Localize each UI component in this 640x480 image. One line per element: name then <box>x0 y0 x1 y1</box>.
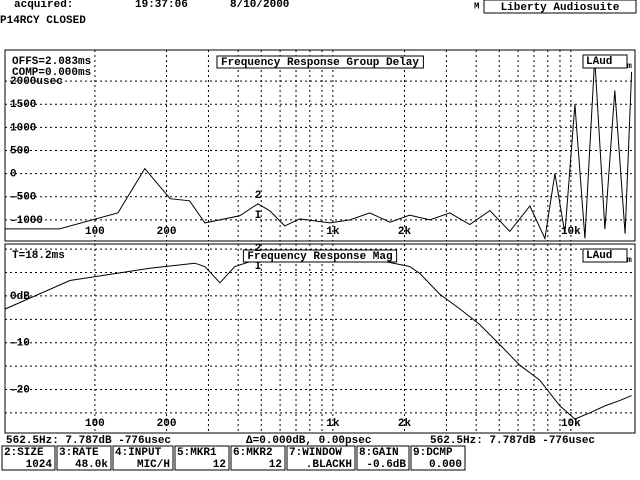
corner-sub: m <box>627 62 632 71</box>
x-tick-label: 100 <box>85 418 105 430</box>
marker: 2 <box>255 243 262 255</box>
function-key-name: 9:DCMP <box>413 447 453 459</box>
plot-frame <box>4 49 636 242</box>
title-box <box>242 249 398 263</box>
annotation: COMP=0.000ms <box>12 67 91 79</box>
trace <box>5 57 633 241</box>
function-key-value: 48.0k <box>75 459 108 471</box>
function-key-value: 12 <box>213 459 226 471</box>
function-key-value: MIC/H <box>137 459 170 471</box>
x-tick-label: 1k <box>326 418 340 430</box>
function-key-name: 7:WINDOW <box>289 447 342 459</box>
y-tick-label: 2000usec <box>10 76 63 88</box>
status-left: 562.5Hz: 7.787dB -776usec <box>6 435 171 447</box>
chart-title: Frequency Response Mag <box>247 251 392 263</box>
chart-title: Frequency Response Group Delay <box>221 57 419 69</box>
y-tick-label: 0 <box>10 169 17 181</box>
app-name: Liberty Audiosuite <box>501 2 620 14</box>
function-key <box>230 445 286 471</box>
corner-label: LAud <box>586 250 612 262</box>
x-tick-label: 200 <box>157 226 177 238</box>
y-tick-label: -1000 <box>10 215 43 227</box>
marker: I <box>255 261 262 273</box>
y-tick-label: -10 <box>10 338 30 350</box>
function-key <box>56 445 112 471</box>
y-tick-label: 0dB <box>10 291 30 303</box>
x-tick-label: 1k <box>326 226 340 238</box>
function-key <box>112 445 174 471</box>
time: 19:37:06 <box>135 0 188 11</box>
marker: I <box>255 210 262 222</box>
title-box <box>216 55 424 69</box>
annotation: T=18.2ms <box>12 250 65 262</box>
corner-box <box>582 248 628 263</box>
y-tick-label: 500 <box>10 145 30 157</box>
function-key-name: 6:MKR2 <box>233 447 273 459</box>
x-tick-label: 10k <box>561 226 581 238</box>
function-key-name: 8:GAIN <box>359 447 399 459</box>
function-key <box>286 445 356 471</box>
function-key-name: 5:MKR1 <box>177 447 217 459</box>
corner-box <box>582 54 628 69</box>
y-tick-label: 1500 <box>10 99 36 111</box>
marker: 2 <box>255 190 262 202</box>
mode: M <box>474 1 479 11</box>
x-tick-label: 200 <box>157 418 177 430</box>
corner-label: LAud <box>586 56 612 68</box>
app-box <box>483 0 637 14</box>
function-key-value: 12 <box>269 459 282 471</box>
function-key-value: -0.6dB <box>366 459 406 471</box>
date: 8/10/2000 <box>230 0 289 11</box>
status: P14RCY CLOSED <box>0 15 86 27</box>
trace <box>5 255 632 420</box>
function-key-name: 4:INPUT <box>115 447 162 459</box>
function-key <box>356 445 410 471</box>
status-delta: Δ=0.000dB, 0.00psec <box>246 435 371 447</box>
function-key <box>410 445 466 471</box>
function-key-name: 3:RATE <box>59 447 99 459</box>
x-tick-label: 100 <box>85 226 105 238</box>
plot-frame <box>4 243 636 434</box>
function-key-value: .BLACKH <box>306 459 352 471</box>
y-tick-label: -500 <box>10 192 36 204</box>
function-key <box>174 445 230 471</box>
y-tick-label: 1000 <box>10 122 36 134</box>
y-tick-label: -20 <box>10 384 30 396</box>
annotation: OFFS=2.083ms <box>12 56 91 68</box>
corner-sub: m <box>627 256 632 265</box>
function-key-value: 0.000 <box>429 459 462 471</box>
status-right: 562.5Hz: 7.787dB -776usec <box>430 435 595 447</box>
function-key-value: 1024 <box>26 459 53 471</box>
x-tick-label: 10k <box>561 418 581 430</box>
function-key-name: 2:SIZE <box>4 447 44 459</box>
x-tick-label: 2k <box>398 418 412 430</box>
x-tick-label: 2k <box>398 226 412 238</box>
function-key <box>1 445 56 471</box>
acquired-label: acquired: <box>14 0 73 11</box>
